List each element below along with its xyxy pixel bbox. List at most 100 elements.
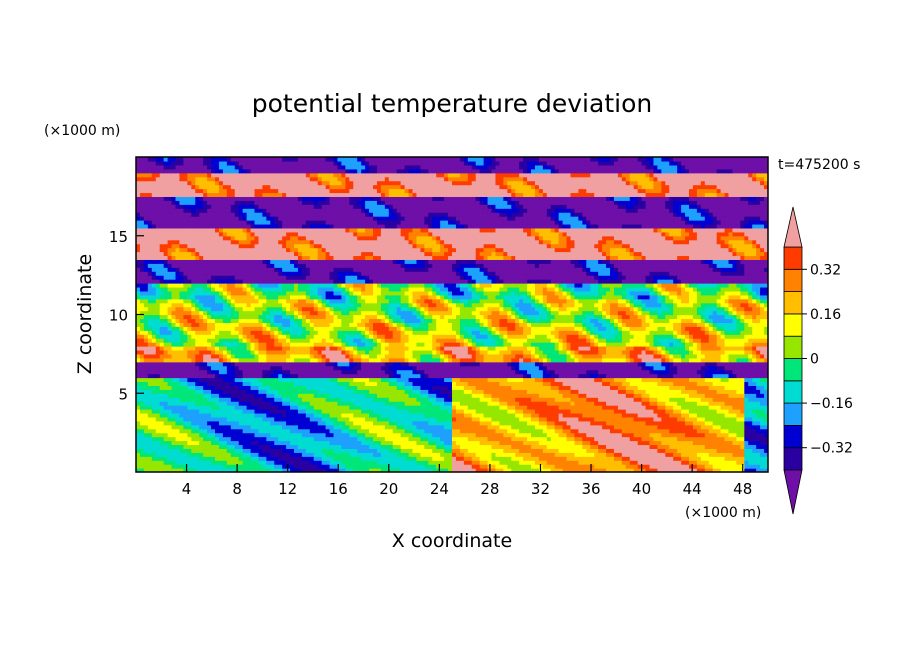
field-cell bbox=[764, 428, 768, 434]
field-cell bbox=[495, 412, 500, 418]
field-cell bbox=[191, 460, 196, 465]
field-cell bbox=[416, 377, 421, 383]
field-cell bbox=[207, 381, 212, 386]
field-cell bbox=[613, 420, 619, 426]
field-cell bbox=[203, 464, 208, 469]
field-cell bbox=[566, 401, 572, 406]
field-cell bbox=[629, 397, 635, 402]
field-cell bbox=[570, 460, 576, 465]
field-cell bbox=[467, 381, 473, 386]
field-cell bbox=[531, 444, 536, 449]
field-cell bbox=[349, 428, 354, 434]
field-cell bbox=[203, 353, 208, 359]
field-cell bbox=[507, 464, 512, 469]
field-cell bbox=[274, 393, 279, 398]
field-cell bbox=[736, 397, 741, 402]
field-cell bbox=[171, 436, 177, 442]
field-cell bbox=[637, 365, 643, 371]
field-cell bbox=[444, 452, 449, 457]
field-cell bbox=[523, 353, 528, 359]
field-cell bbox=[440, 444, 445, 449]
field-cell bbox=[392, 397, 398, 402]
field-cell bbox=[475, 361, 481, 367]
field-cell bbox=[242, 409, 248, 414]
field-cell bbox=[416, 428, 421, 434]
field-cell bbox=[523, 373, 528, 379]
field-cell bbox=[487, 377, 493, 383]
field-cell bbox=[286, 377, 291, 383]
field-cell bbox=[384, 440, 390, 446]
field-cell bbox=[270, 432, 275, 438]
field-cell bbox=[266, 381, 271, 386]
field-cell bbox=[325, 385, 331, 390]
field-cell bbox=[317, 377, 323, 383]
field-cell bbox=[369, 357, 374, 363]
field-cell bbox=[373, 385, 378, 390]
field-cell bbox=[416, 452, 421, 457]
field-cell bbox=[136, 385, 141, 390]
field-cell bbox=[428, 373, 433, 379]
field-cell bbox=[685, 377, 690, 383]
field-cell bbox=[163, 448, 169, 453]
field-cell bbox=[384, 444, 390, 449]
field-cell bbox=[412, 409, 418, 414]
field-cell bbox=[455, 409, 461, 414]
field-cell bbox=[487, 357, 493, 363]
field-cell bbox=[574, 385, 579, 390]
field-cell bbox=[195, 456, 200, 461]
field-cell bbox=[455, 349, 461, 355]
field-cell bbox=[519, 464, 524, 469]
field-cell bbox=[136, 349, 141, 355]
field-cell bbox=[191, 369, 196, 375]
field-cell bbox=[728, 440, 734, 446]
field-cell bbox=[570, 405, 576, 410]
field-cell bbox=[420, 381, 425, 386]
field-cell bbox=[582, 444, 587, 449]
field-cell bbox=[420, 436, 425, 442]
field-cell bbox=[412, 373, 418, 379]
field-cell bbox=[187, 389, 192, 394]
field-cell bbox=[507, 424, 512, 430]
field-cell bbox=[756, 432, 761, 438]
field-cell bbox=[629, 452, 635, 457]
field-cell bbox=[412, 381, 418, 386]
field-cell bbox=[392, 412, 398, 418]
field-cell bbox=[143, 393, 149, 398]
field-cell bbox=[531, 401, 536, 406]
field-cell bbox=[724, 373, 730, 379]
field-cell bbox=[665, 468, 670, 472]
field-cell bbox=[448, 420, 453, 426]
field-cell bbox=[574, 460, 579, 465]
field-cell bbox=[621, 440, 627, 446]
field-cell bbox=[562, 452, 568, 457]
field-cell bbox=[621, 416, 627, 422]
field-cell bbox=[369, 468, 374, 472]
field-cell bbox=[495, 464, 500, 469]
field-cell bbox=[637, 464, 643, 469]
field-cell bbox=[578, 361, 583, 367]
field-cell bbox=[566, 349, 572, 355]
field-cell bbox=[238, 468, 244, 472]
field-cell bbox=[230, 416, 236, 422]
field-cell bbox=[610, 369, 615, 375]
field-cell bbox=[523, 393, 528, 398]
field-cell bbox=[388, 432, 394, 438]
field-cell bbox=[313, 412, 319, 418]
field-cell bbox=[337, 393, 342, 398]
field-cell bbox=[519, 448, 524, 453]
field-cell bbox=[681, 468, 686, 472]
field-cell bbox=[621, 460, 627, 465]
field-cell bbox=[665, 412, 670, 418]
field-cell bbox=[238, 369, 244, 375]
field-cell bbox=[598, 412, 603, 418]
field-cell bbox=[459, 460, 465, 465]
field-cell bbox=[404, 381, 410, 386]
field-cell bbox=[764, 393, 768, 398]
field-cell bbox=[444, 436, 449, 442]
field-cell bbox=[436, 385, 441, 390]
field-cell bbox=[369, 373, 374, 379]
field-cell bbox=[625, 385, 631, 390]
field-cell bbox=[586, 468, 591, 472]
field-cell bbox=[238, 452, 244, 457]
field-cell bbox=[550, 420, 556, 426]
